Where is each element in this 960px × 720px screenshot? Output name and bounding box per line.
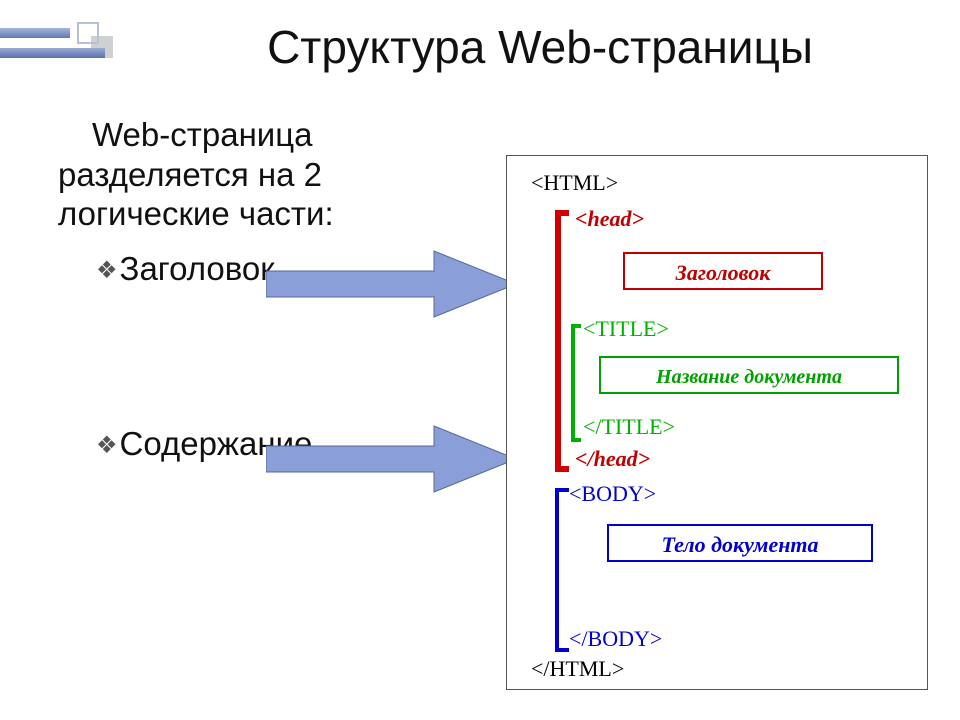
tag-body-open: <BODY> [569,481,656,507]
bullet-marker: ❖ [96,432,118,459]
box-head: Заголовок [623,252,823,290]
box-body: Тело документа [607,524,873,562]
arrow-to-head [266,249,516,319]
slide-title: Структура Web-страницы [130,20,950,74]
bracket-head [555,210,569,472]
intro-line-3: логические части: [58,194,473,234]
intro-line-1: Web-страница [58,115,473,155]
intro-text: Web-страница разделяется на 2 логические… [58,115,473,234]
bracket-body [555,488,569,652]
bracket-title [571,324,581,442]
bullet-header: ❖Заголовок [96,250,275,288]
tag-title-close: </TITLE> [583,414,675,440]
bullet-header-label: Заголовок [120,250,275,287]
deco-bar-top [0,28,70,38]
deco-square-front [77,22,99,44]
tag-body-close: </BODY> [569,626,662,652]
tag-title-open: <TITLE> [583,316,669,342]
html-structure-diagram: <HTML> <head> <TITLE> </TITLE> </head> <… [506,155,928,690]
bullet-marker: ❖ [96,257,118,284]
tag-head-open: <head> [575,206,644,232]
box-title: Название документа [599,356,899,394]
tag-html-close: </HTML> [531,656,624,682]
tag-html-open: <HTML> [531,170,618,196]
arrow-to-body [266,424,516,494]
tag-head-close: </head> [575,446,650,472]
intro-line-2: разделяется на 2 [58,155,473,195]
deco-bar-bottom [0,48,105,58]
